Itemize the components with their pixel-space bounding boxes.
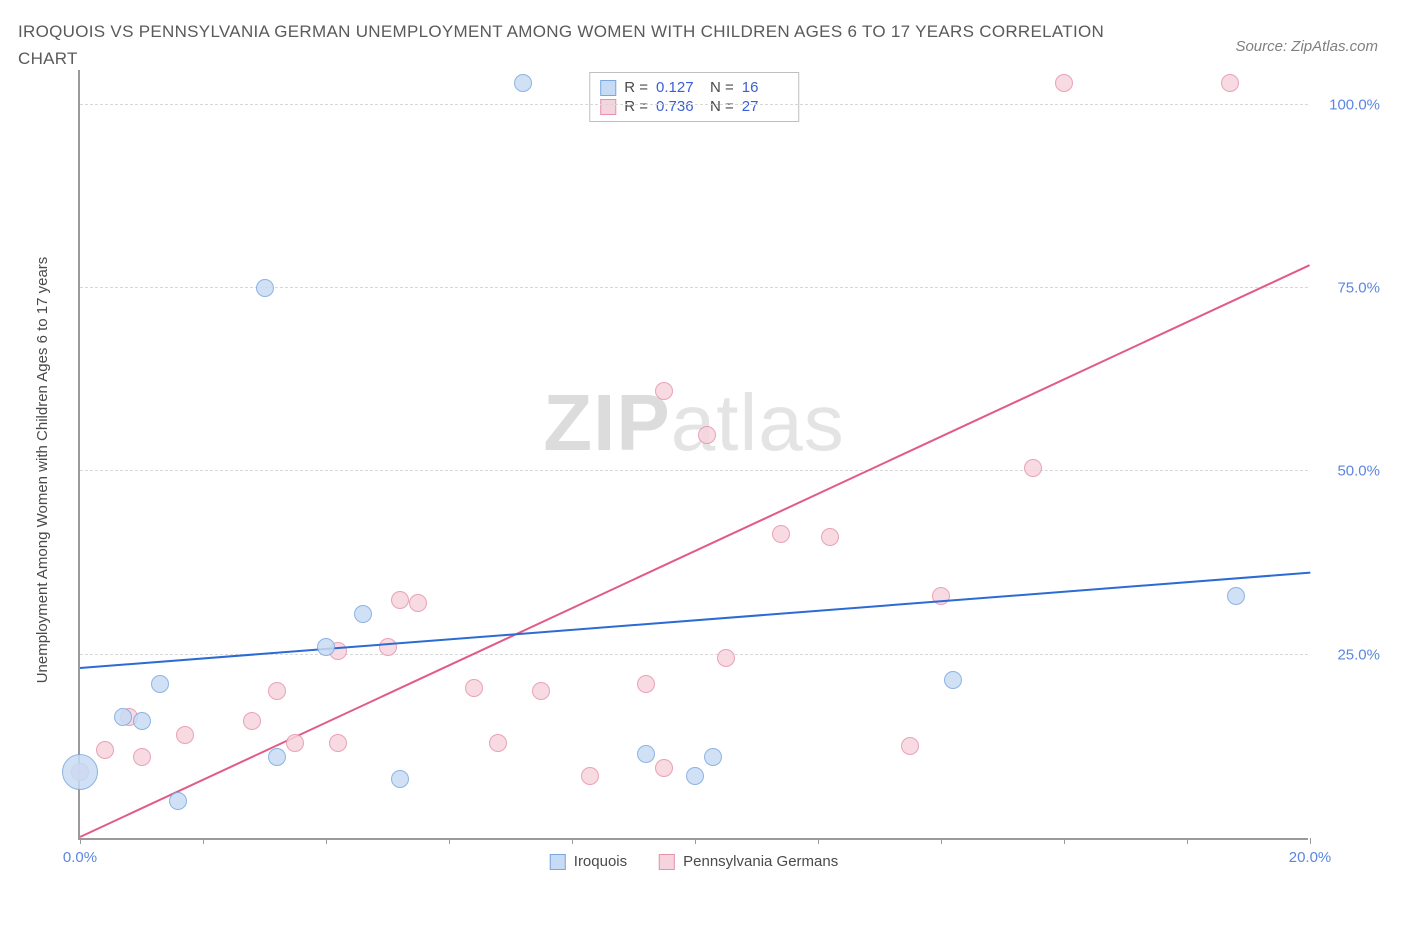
source-attribution: Source: ZipAtlas.com [1235,38,1378,55]
chart-container: Unemployment Among Women with Children A… [18,70,1388,910]
y-tick-label: 100.0% [1316,96,1380,113]
data-point-iroquois [686,767,704,785]
y-tick-label: 75.0% [1316,280,1380,297]
data-point-iroquois [637,745,655,763]
data-point-iroquois [133,712,151,730]
data-point-penn [532,682,550,700]
stats-row-iroquois: R = 0.127 N = 16 [600,79,788,96]
data-point-penn [391,591,409,609]
data-point-iroquois [114,708,132,726]
x-tick [80,838,81,844]
data-point-penn [901,737,919,755]
r-value-iroquois: 0.127 [656,79,702,96]
legend-label-penn: Pennsylvania Germans [683,853,838,870]
gridline [80,470,1308,471]
data-point-iroquois [391,770,409,788]
data-point-iroquois [514,74,532,92]
legend-label-iroquois: Iroquois [574,853,627,870]
data-point-penn [637,675,655,693]
r-label: R = [624,79,648,96]
regression-line-iroquois [80,572,1310,669]
data-point-iroquois [62,754,98,790]
data-point-iroquois [354,605,372,623]
y-axis-label: Unemployment Among Women with Children A… [34,257,51,684]
data-point-penn [1221,74,1239,92]
legend-item-iroquois: Iroquois [550,853,627,870]
data-point-penn [409,594,427,612]
data-point-iroquois [944,671,962,689]
data-point-penn [821,528,839,546]
data-point-penn [176,726,194,744]
data-point-iroquois [268,748,286,766]
x-tick [941,838,942,844]
r-value-penn: 0.736 [656,98,702,115]
data-point-penn [717,649,735,667]
data-point-penn [133,748,151,766]
data-point-penn [581,767,599,785]
x-tick [326,838,327,844]
x-tick [572,838,573,844]
data-point-penn [329,734,347,752]
x-tick [818,838,819,844]
data-point-iroquois [704,748,722,766]
data-point-penn [489,734,507,752]
x-tick [449,838,450,844]
swatch-penn [600,99,616,115]
x-tick [203,838,204,844]
n-value-penn: 27 [742,98,788,115]
y-tick-label: 25.0% [1316,646,1380,663]
x-tick [1064,838,1065,844]
regression-line-penn [80,264,1311,838]
n-label: N = [710,98,734,115]
x-tick [1310,838,1311,844]
data-point-iroquois [1227,587,1245,605]
data-point-penn [268,682,286,700]
n-value-iroquois: 16 [742,79,788,96]
data-point-penn [1024,459,1042,477]
chart-title: IROQUOIS VS PENNSYLVANIA GERMAN UNEMPLOY… [18,18,1138,72]
legend-item-penn: Pennsylvania Germans [659,853,838,870]
n-label: N = [710,79,734,96]
watermark: ZIPatlas [543,377,844,469]
swatch-iroquois [600,80,616,96]
data-point-iroquois [256,279,274,297]
data-point-penn [243,712,261,730]
gridline [80,104,1308,105]
plot-area: ZIPatlas R = 0.127 N = 16 R = 0.736 N = … [78,70,1308,840]
x-tick [695,838,696,844]
data-point-penn [698,426,716,444]
data-point-penn [655,759,673,777]
data-point-iroquois [151,675,169,693]
data-point-iroquois [317,638,335,656]
data-point-penn [96,741,114,759]
x-tick-label: 20.0% [1289,849,1332,866]
stats-row-penn: R = 0.736 N = 27 [600,98,788,115]
r-label: R = [624,98,648,115]
x-tick [1187,838,1188,844]
stats-legend-box: R = 0.127 N = 16 R = 0.736 N = 27 [589,72,799,122]
data-point-iroquois [169,792,187,810]
x-tick-label: 0.0% [63,849,97,866]
data-point-penn [465,679,483,697]
data-point-penn [655,382,673,400]
data-point-penn [379,638,397,656]
data-point-penn [772,525,790,543]
legend-bottom: Iroquois Pennsylvania Germans [550,853,838,870]
data-point-penn [1055,74,1073,92]
swatch-penn [659,854,675,870]
y-tick-label: 50.0% [1316,463,1380,480]
data-point-penn [286,734,304,752]
swatch-iroquois [550,854,566,870]
